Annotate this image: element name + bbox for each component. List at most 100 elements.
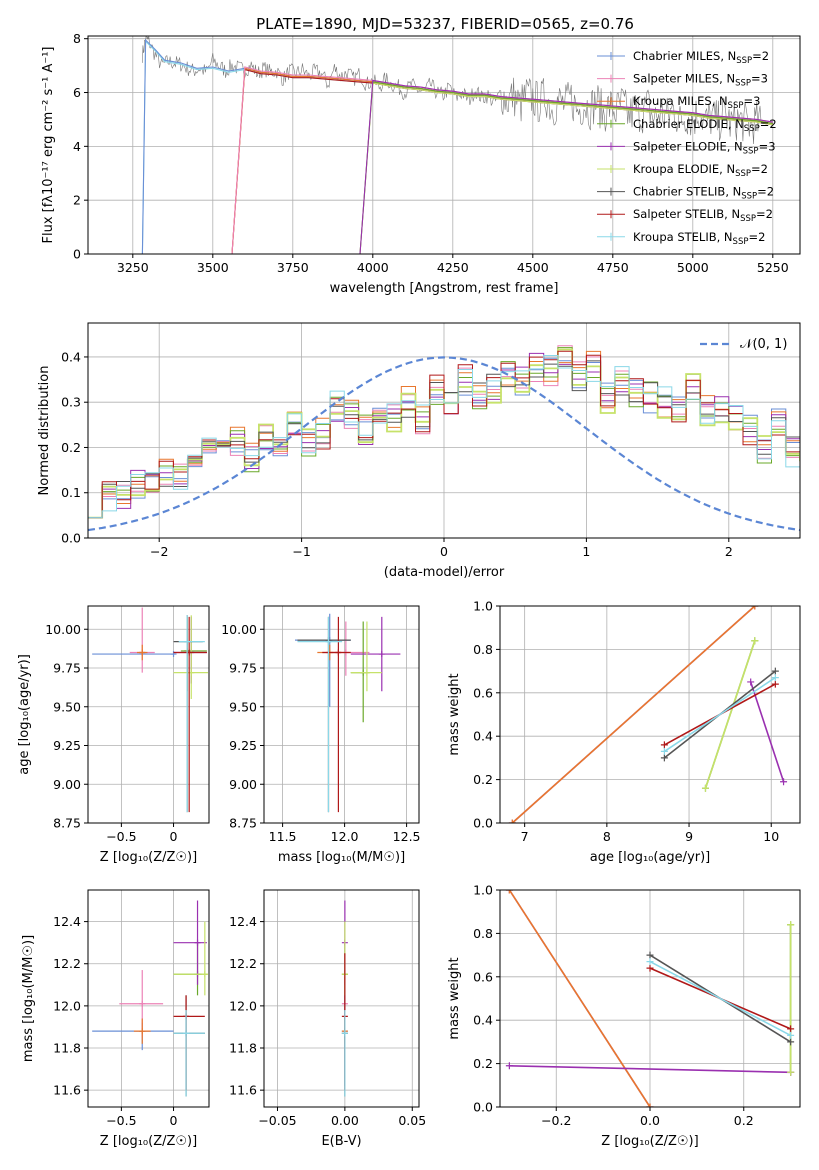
x-axis-label: Z [log₁₀(Z/Z☉)] bbox=[601, 1134, 698, 1149]
histogram-step-line bbox=[88, 348, 800, 519]
weight-point bbox=[701, 784, 709, 792]
legend: 𝒩(0, 1) bbox=[700, 337, 787, 352]
x-tick-label: 3750 bbox=[277, 260, 309, 275]
x-tick-label: 2 bbox=[725, 544, 733, 559]
x-tick-label: 1 bbox=[582, 544, 590, 559]
data-point bbox=[139, 1000, 146, 1007]
weight-point bbox=[780, 778, 788, 786]
weight-point bbox=[787, 921, 795, 929]
legend-label: Salpeter ELODIE, NSSP=3 bbox=[633, 139, 776, 156]
x-tick-label: 7 bbox=[521, 829, 529, 844]
y-tick-label: 0.4 bbox=[61, 349, 81, 364]
weight-point bbox=[660, 741, 668, 749]
y-tick-label: 0.4 bbox=[473, 1013, 493, 1028]
y-tick-label: 11.8 bbox=[53, 1041, 81, 1056]
x-tick-label: 0 bbox=[170, 1113, 178, 1128]
weight-series-line bbox=[508, 890, 651, 1107]
x-axis-label: mass [log₁₀(M/M☉)] bbox=[278, 850, 405, 865]
histogram-step-line bbox=[88, 360, 800, 519]
weight-point bbox=[747, 678, 755, 686]
weight-series-line bbox=[511, 606, 756, 823]
x-tick-label: 4500 bbox=[517, 260, 549, 275]
panel-mass_vs_EBV: −0.05 0.00 0.05 11.6 11.8 12.0 12.2 12.4 E(B-V) bbox=[229, 889, 426, 1149]
x-tick-label: 4750 bbox=[597, 260, 629, 275]
legend-label: Salpeter MILES, NSSP=3 bbox=[633, 72, 768, 89]
histogram-step-line bbox=[88, 350, 800, 519]
weight-point bbox=[646, 964, 654, 972]
model-spectrum-line bbox=[88, 79, 773, 254]
y-axis-label: mass weight bbox=[447, 673, 462, 755]
x-tick-label: 11.5 bbox=[269, 829, 297, 844]
data-point bbox=[139, 649, 146, 656]
histogram-step-line bbox=[88, 352, 800, 519]
weight-point bbox=[646, 951, 654, 959]
weight-point bbox=[771, 674, 779, 682]
axes-frame bbox=[87, 889, 210, 1108]
axes-frame bbox=[263, 605, 420, 824]
legend-label: 𝒩(0, 1) bbox=[740, 337, 787, 352]
y-tick-label: 0.2 bbox=[473, 772, 493, 787]
x-tick-label: 5250 bbox=[757, 260, 789, 275]
plot-area bbox=[92, 900, 208, 1097]
plot-area bbox=[508, 606, 788, 823]
data-point bbox=[170, 651, 177, 658]
data-point bbox=[335, 649, 342, 656]
x-axis-label: E(B-V) bbox=[321, 1134, 361, 1149]
weight-point bbox=[771, 680, 779, 688]
weight-point bbox=[751, 637, 759, 645]
y-tick-label: 0 bbox=[73, 247, 81, 262]
panel-age_vs_Z: −0.5 0 8.75 9.00 9.25 9.50 9.75 10.00 Z [log₁₀(Z… bbox=[17, 605, 210, 865]
weight-series-line bbox=[704, 640, 756, 789]
y-tick-label: 10.00 bbox=[45, 622, 81, 637]
legend-label: Chabrier STELIB, NSSP=2 bbox=[633, 185, 774, 202]
weight-series-line bbox=[663, 676, 776, 753]
axes-frame bbox=[499, 605, 801, 824]
legend: Chabrier MILES, NSSP=2 Salpeter MILES, NS… bbox=[597, 49, 777, 247]
y-tick-label: 0.4 bbox=[473, 729, 493, 744]
y-tick-label: 9.25 bbox=[53, 738, 81, 753]
y-tick-label: 0.0 bbox=[473, 1100, 493, 1115]
plot-area bbox=[88, 345, 800, 532]
weight-series-line bbox=[749, 681, 785, 783]
data-point bbox=[325, 638, 332, 645]
histogram-step-line bbox=[88, 350, 800, 519]
panel-weight_vs_Z: −0.2 0.0 0.2 0.0 0.2 0.4 0.6 0.8 1.0 Z [log₁₀(Z/Z… bbox=[447, 883, 801, 1149]
x-tick-label: 4250 bbox=[437, 260, 469, 275]
x-axis-label: wavelength [Angstrom, rest frame] bbox=[330, 281, 559, 296]
x-axis-label: Z [log₁₀(Z/Z☉)] bbox=[100, 1134, 197, 1149]
weight-point bbox=[787, 1025, 795, 1033]
y-tick-label: 10.00 bbox=[221, 622, 257, 637]
y-tick-label: 8.75 bbox=[53, 816, 81, 831]
weight-point bbox=[646, 1103, 654, 1107]
data-point bbox=[363, 669, 370, 676]
y-tick-label: 8.75 bbox=[229, 816, 257, 831]
y-tick-label: 0.0 bbox=[61, 531, 81, 546]
y-tick-label: 9.75 bbox=[53, 661, 81, 676]
legend-label: Chabrier MILES, NSSP=2 bbox=[633, 49, 769, 66]
x-tick-label: 0.00 bbox=[331, 1113, 359, 1128]
x-tick-label: −0.05 bbox=[258, 1113, 296, 1128]
y-tick-label: 9.00 bbox=[53, 777, 81, 792]
x-tick-label: 0.0 bbox=[640, 1113, 660, 1128]
x-tick-label: −2 bbox=[150, 544, 168, 559]
y-tick-label: 2 bbox=[73, 193, 81, 208]
x-tick-label: 0.2 bbox=[734, 1113, 754, 1128]
weight-point bbox=[646, 958, 654, 966]
weight-series-line bbox=[509, 1065, 791, 1074]
y-axis-label: age [log₁₀(age/yr)] bbox=[17, 654, 32, 775]
weight-point bbox=[505, 890, 513, 894]
y-tick-label: 11.6 bbox=[229, 1083, 257, 1098]
x-tick-label: 3500 bbox=[197, 260, 229, 275]
weight-point bbox=[787, 1031, 795, 1039]
histogram-step-line bbox=[88, 355, 800, 519]
y-tick-label: 9.25 bbox=[229, 738, 257, 753]
panel-residuals: −2 −1 0 1 2 0.0 0.1 0.2 0.3 0.4 (data-model)/error… bbox=[37, 322, 801, 580]
y-axis-label: mass [log₁₀(M/M☉)] bbox=[21, 935, 36, 1062]
weight-point bbox=[505, 1062, 513, 1070]
weight-point bbox=[751, 606, 759, 610]
weight-point bbox=[787, 1038, 795, 1046]
y-tick-label: 4 bbox=[73, 139, 81, 154]
observed-spectrum-line bbox=[142, 36, 763, 145]
x-tick-label: 0.05 bbox=[398, 1113, 426, 1128]
